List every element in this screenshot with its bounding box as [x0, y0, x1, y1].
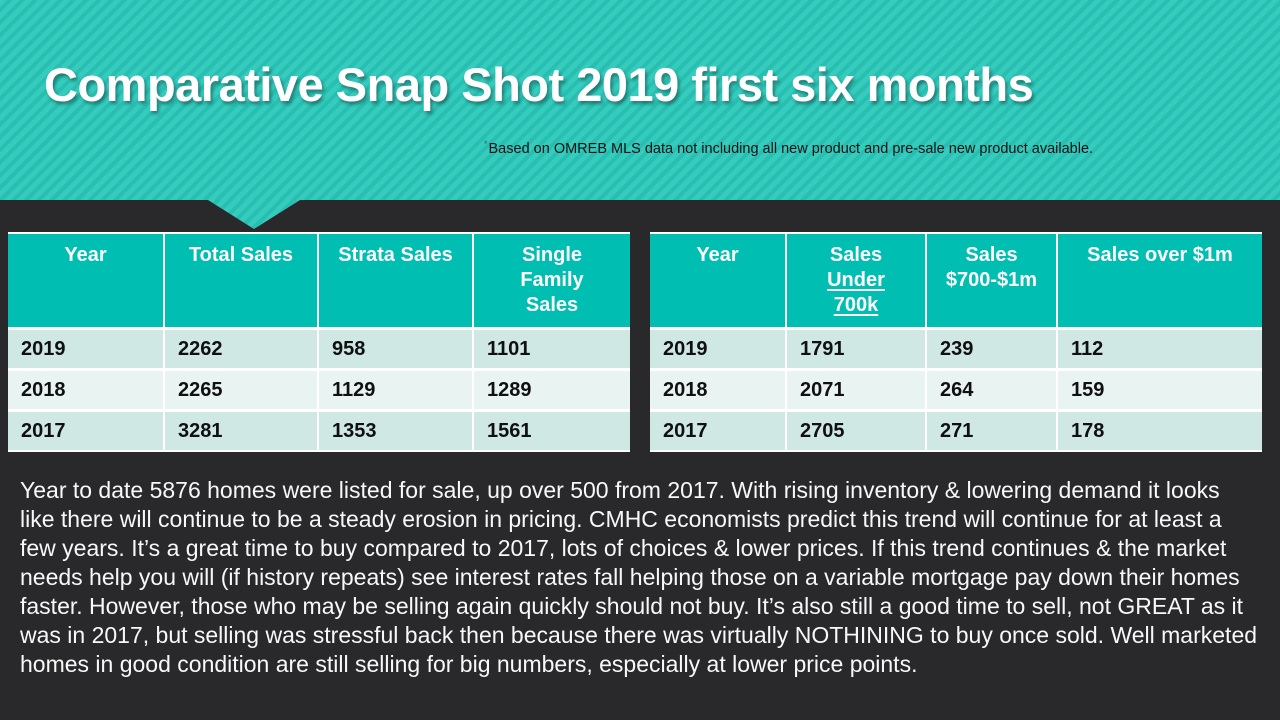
table-cell: 1791: [787, 330, 925, 368]
column-header-strata-sales: Strata Sales: [319, 234, 472, 327]
table-cell: 1129: [319, 371, 472, 409]
banner-notch-triangle: [208, 200, 300, 229]
sales-by-type-table: Year Total Sales Strata Sales Single Fam…: [8, 232, 630, 452]
table-cell: 239: [927, 330, 1056, 368]
table-cell: 2705: [787, 412, 925, 450]
table-cell: 2262: [165, 330, 317, 368]
column-header-single-family-sales: Single Family Sales: [474, 234, 630, 327]
table-cell: 1353: [319, 412, 472, 450]
table-cell: 2017: [8, 412, 163, 450]
table-cell: 264: [927, 371, 1056, 409]
data-source-footnote: *Based on OMREB MLS data not including a…: [484, 139, 1093, 157]
table-cell: 1561: [474, 412, 630, 450]
table-cell: 3281: [165, 412, 317, 450]
table-cell: 1289: [474, 371, 630, 409]
table-cell: 1101: [474, 330, 630, 368]
header-line: Sales: [829, 244, 883, 266]
column-header-total-sales: Total Sales: [165, 234, 317, 327]
table-cell: 2018: [8, 371, 163, 409]
table-cell: 159: [1058, 371, 1262, 409]
table-cell: 2017: [650, 412, 785, 450]
table-cell: 2019: [650, 330, 785, 368]
footnote-text: Based on OMREB MLS data not including al…: [488, 140, 1094, 157]
footnote-asterisk: *: [484, 139, 488, 149]
column-header-sales-700-1m: Sales $700-$1m: [927, 234, 1056, 327]
table-cell: 2018: [650, 371, 785, 409]
table-cell: 2019: [8, 330, 163, 368]
column-header-sales-under-700k: Sales Under 700k: [787, 234, 925, 327]
column-header-year: Year: [650, 234, 785, 327]
table-cell: 2265: [165, 371, 317, 409]
table-cell: 178: [1058, 412, 1262, 450]
header-underlined-text: Under 700k: [827, 269, 885, 316]
market-commentary-paragraph: Year to date 5876 homes were listed for …: [20, 477, 1258, 677]
table-cell: 958: [319, 330, 472, 368]
slide-title: Comparative Snap Shot 2019 first six mon…: [44, 58, 1034, 111]
column-header-sales-over-1m: Sales over $1m: [1058, 234, 1262, 327]
striped-banner: [0, 0, 1280, 200]
table-cell: 271: [927, 412, 1056, 450]
column-header-year: Year: [8, 234, 163, 327]
table-cell: 112: [1058, 330, 1262, 368]
table-cell: 2071: [787, 371, 925, 409]
sales-by-price-table: Year Sales Under 700k Sales $700-$1m Sale…: [650, 232, 1262, 452]
